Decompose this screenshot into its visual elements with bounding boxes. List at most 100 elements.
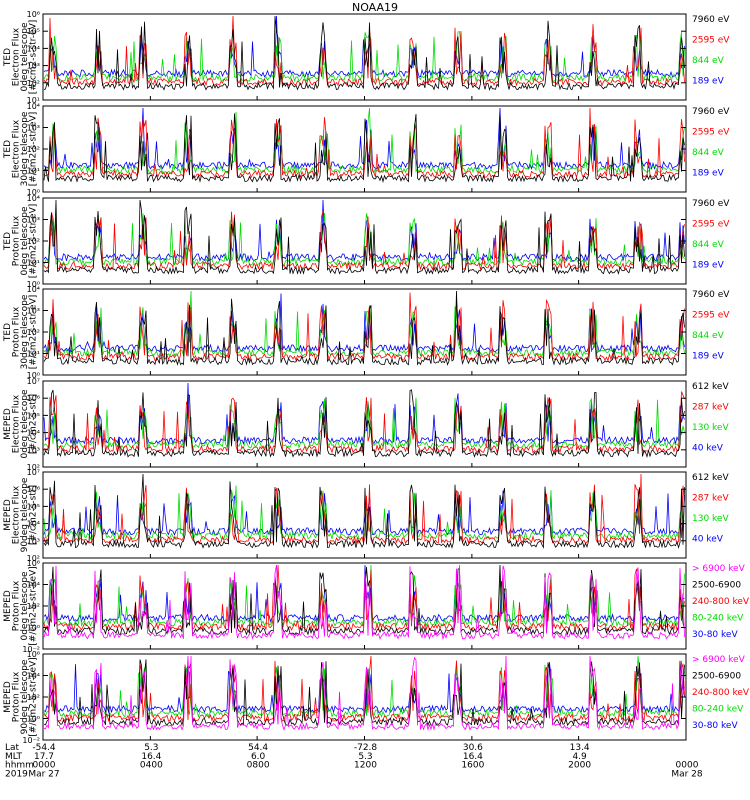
legend-entry: 189 eV <box>692 168 725 178</box>
x-axis-lat-value: -72.8 <box>354 743 378 753</box>
y-tick-label: 10⁴ <box>27 102 40 111</box>
y-tick-label: 10² <box>27 79 40 88</box>
legend-entry: 7960 eV <box>692 107 730 117</box>
legend-entry: 2595 eV <box>692 219 730 229</box>
x-axis-lat-value: 13.4 <box>570 743 590 753</box>
x-axis-hhmm-value: 2000 <box>568 761 591 771</box>
y-axis-label-line: TED <box>3 323 13 342</box>
series-trace-7960-ev <box>43 15 685 92</box>
series-trace-130-kev <box>43 485 685 541</box>
y-axis-label-line: Electron Flux <box>12 27 22 86</box>
y-tick-label: 10⁰ <box>27 371 40 380</box>
y-tick-label: 10⁵ <box>27 411 40 420</box>
x-axis-mlt-value: 5.3 <box>358 752 372 762</box>
series-trace-2500-6900 <box>43 659 685 727</box>
y-axis-label-line: Proton Flux <box>12 306 22 357</box>
y-tick-label: 10⁴ <box>27 581 40 590</box>
y-axis-label-line: 0deg telescope <box>20 571 30 641</box>
legend-entry: 7960 eV <box>692 290 730 300</box>
series-trace-2595-ev <box>43 107 685 179</box>
legend-entry: 612 keV <box>692 382 729 392</box>
x-axis-lat-value: -54.4 <box>32 743 56 753</box>
y-tick-label: 10⁶ <box>27 394 40 403</box>
y-tick-label: 10² <box>27 463 40 472</box>
legend-entry: 30-80 keV <box>692 630 738 640</box>
y-tick-label: 10³ <box>27 124 40 133</box>
legend-entry: 40 keV <box>692 443 724 453</box>
y-tick-label: 10³ <box>27 216 40 225</box>
legend-entry: 7960 eV <box>692 199 730 209</box>
legend-entry: 189 eV <box>692 76 725 86</box>
series-trace-287-kev <box>43 473 685 545</box>
y-axis-label-line: [#/cm2-s-str-keV] <box>29 657 39 736</box>
y-tick-label: 10³ <box>27 537 40 546</box>
legend-entry: 287 keV <box>692 402 729 412</box>
y-tick-label: 10² <box>27 328 40 337</box>
legend-entry: > 6900 keV <box>692 655 746 665</box>
series-trace-612-kev <box>43 389 685 458</box>
y-axis-label-line: [#/cm2-s-str-eV] <box>29 112 39 187</box>
y-axis-label-line: TED <box>3 48 13 67</box>
legend-entry: 2500-6900 <box>692 581 741 591</box>
series-trace-7960-ev <box>43 199 685 275</box>
y-axis-label-line: Electron Flux <box>12 485 22 544</box>
y-tick-label: 10⁴ <box>27 285 40 294</box>
y-axis-label-line: Proton Flux <box>12 215 22 266</box>
y-tick-label: 10⁴ <box>27 520 40 529</box>
y-tick-label: 10⁷ <box>27 377 40 386</box>
y-tick-label: 10⁴ <box>27 672 40 681</box>
y-tick-label: 10⁶ <box>27 650 40 659</box>
legend-entry: 2595 eV <box>692 127 730 137</box>
legend-entry: 2595 eV <box>692 35 730 45</box>
legend-entry: 40 keV <box>692 534 724 544</box>
y-axis-label-line: [#/cm2-s-str-eV] <box>29 204 39 279</box>
legend-entry: 2500-6900 <box>692 672 741 682</box>
legend-entry: 844 eV <box>692 240 725 250</box>
y-tick-label: 10⁰ <box>27 624 40 633</box>
y-axis-label-line: [#/cm2-s-str-eV] <box>29 295 39 370</box>
legend-entry: 844 eV <box>692 148 725 158</box>
series-trace-189-ev <box>43 293 685 354</box>
y-axis-label-line: 0deg telescope <box>20 206 30 276</box>
legend-entry: 240-800 keV <box>692 597 750 607</box>
x-axis-hhmm-value: 0000 <box>676 761 699 771</box>
x-axis-mlt-value: 17.7 <box>34 752 54 762</box>
y-tick-label: 10² <box>27 237 40 246</box>
y-axis-label-line: TED <box>3 140 13 159</box>
x-axis-mlt-value: 4.9 <box>572 752 587 762</box>
y-tick-label: 10¹ <box>27 350 40 359</box>
legend-entry: 844 eV <box>692 56 725 66</box>
y-tick-label: 10⁴ <box>27 194 40 203</box>
y-tick-label: 10⁻² <box>22 645 40 654</box>
y-tick-label: 10² <box>27 145 40 154</box>
y-axis-label-line: MEPED <box>3 408 13 440</box>
y-tick-label: 10² <box>27 693 40 702</box>
y-tick-label: 10¹ <box>27 96 40 105</box>
legend-entry: 80-240 keV <box>692 705 744 715</box>
series-trace-7960-ev <box>43 290 685 367</box>
y-axis-label-line: MEPED <box>3 590 13 622</box>
y-axis-label-line: [#/cm2-s-str] <box>29 394 39 454</box>
y-tick-label: 10¹ <box>27 167 40 176</box>
y-axis-label-line: Proton Flux <box>12 580 22 631</box>
y-tick-label: 10⁰ <box>27 715 40 724</box>
x-axis-row-label: hhmm <box>5 761 34 771</box>
x-axis-hhmm-value: 1200 <box>354 761 377 771</box>
legend-entry: 80-240 keV <box>692 614 744 624</box>
y-axis-label-line: [#/cm2-s-str] <box>29 485 39 545</box>
y-axis-label-line: Proton Flux <box>12 671 22 722</box>
y-axis-label-line: MEPED <box>3 681 13 713</box>
legend-entry: 189 eV <box>692 260 725 270</box>
y-tick-label: 10³ <box>27 446 40 455</box>
series-trace-612-kev <box>43 473 685 549</box>
